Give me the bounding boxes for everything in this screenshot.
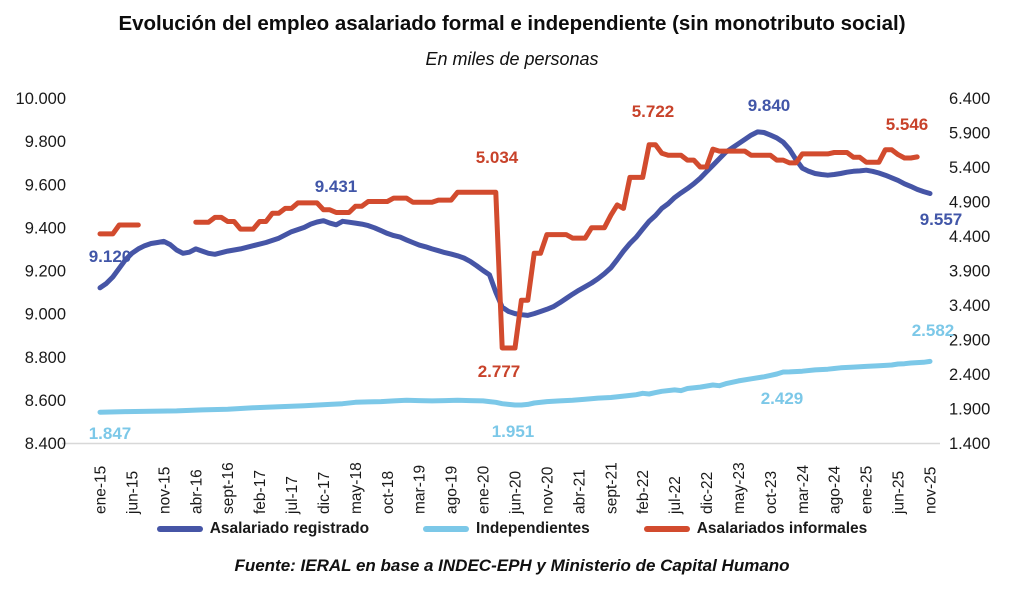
x-axis-label: ago-24: [827, 465, 844, 514]
data-label-1.951: 1.951: [492, 422, 535, 441]
y-axis-right-label: 1.900: [949, 401, 990, 419]
chart-legend: Asalariado registrado Independientes Asa…: [0, 520, 1024, 538]
legend-swatch-asalariado-registrado: [156, 526, 203, 532]
x-axis-label: dic-17: [316, 472, 333, 514]
data-label-5.546: 5.546: [886, 115, 929, 134]
data-label-2.777: 2.777: [478, 362, 521, 381]
y-axis-left-label: 9.000: [25, 306, 66, 324]
y-axis-right-label: 3.400: [949, 297, 990, 315]
y-axis-left-label: 10.000: [16, 90, 66, 108]
x-axis-label: mar-19: [412, 465, 429, 514]
y-axis-left-label: 9.200: [25, 263, 66, 281]
legend-label-asalariados-informales: Asalariados informales: [696, 520, 868, 537]
y-axis-right-label: 5.900: [949, 125, 990, 143]
y-axis-left-label: 8.600: [25, 392, 66, 410]
x-axis-label: nov-20: [539, 466, 556, 514]
series-line-asalariados-informales: [97, 222, 141, 237]
x-axis-label: feb-22: [635, 470, 652, 514]
chart-subtitle: En miles de personas: [425, 49, 599, 69]
y-axis-left-label: 9.400: [25, 219, 66, 237]
x-axis-label: nov-25: [923, 467, 940, 514]
y-axis-right-label: 2.400: [949, 366, 990, 384]
legend-item-independientes: Independientes: [423, 520, 590, 538]
x-axis-label: jun-20: [508, 471, 525, 515]
x-axis-label: mar-24: [795, 465, 812, 514]
series-line-asalariados-informales: [193, 142, 920, 351]
y-axis-left-label: 9.800: [25, 133, 66, 151]
x-axis-label: abr-16: [188, 469, 205, 514]
data-label-9.120: 9.120: [89, 247, 132, 266]
y-axis-right-label: 2.900: [949, 332, 990, 350]
x-axis-label: jun-15: [124, 471, 141, 515]
data-label-5.034: 5.034: [476, 148, 519, 167]
x-axis-label: ene-25: [859, 466, 876, 514]
data-label-1.847: 1.847: [89, 424, 132, 443]
x-axis-label: ene-20: [476, 465, 493, 514]
y-axis-right-label: 5.400: [949, 159, 990, 177]
x-axis-label: abr-21: [571, 469, 588, 514]
data-label-9.431: 9.431: [315, 177, 358, 196]
y-axis-right-label: 3.900: [949, 263, 990, 281]
x-axis-label: jul-17: [284, 476, 301, 515]
x-axis-label: dic-22: [699, 472, 716, 514]
x-axis-label: may-18: [348, 462, 365, 514]
data-label-9.557: 9.557: [920, 210, 963, 229]
data-label-9.840: 9.840: [748, 96, 791, 115]
x-axis-label: jul-22: [667, 476, 684, 515]
legend-label-independientes: Independientes: [476, 520, 590, 537]
series-line-independientes: [97, 358, 933, 415]
x-axis-label: ene-15: [93, 466, 110, 514]
source-note: Fuente: IERAL en base a INDEC-EPH y Mini…: [234, 556, 790, 575]
y-axis-left-label: 9.600: [25, 176, 66, 194]
y-axis-right-label: 6.400: [949, 90, 990, 108]
chart-title: Evolución del empleo asalariado formal e…: [118, 12, 906, 35]
x-axis-label: oct-23: [763, 471, 780, 514]
x-axis-label: ago-19: [444, 466, 461, 514]
legend-item-asalariados-informales: Asalariados informales: [643, 520, 868, 538]
y-axis-right-label: 1.400: [949, 435, 990, 453]
y-axis-left-label: 8.800: [25, 349, 66, 367]
x-axis-label: oct-18: [380, 471, 397, 514]
y-axis-right-label: 4.400: [949, 228, 990, 246]
x-axis-label: feb-17: [252, 470, 269, 514]
legend-swatch-independientes: [423, 526, 470, 532]
y-axis-right-label: 4.900: [949, 194, 990, 212]
x-axis-label: sept-21: [603, 462, 620, 514]
data-label-5.722: 5.722: [632, 102, 675, 121]
series-line-asalariado-registrado: [97, 129, 933, 318]
x-axis-label: may-23: [731, 462, 748, 514]
data-label-2.429: 2.429: [761, 389, 804, 408]
legend-label-asalariado-registrado: Asalariado registrado: [209, 520, 370, 537]
y-axis-left-label: 8.400: [25, 435, 66, 453]
x-axis-label: nov-15: [156, 467, 173, 514]
legend-item-asalariado-registrado: Asalariado registrado: [156, 520, 370, 538]
legend-swatch-asalariados-informales: [643, 526, 690, 532]
x-axis-label: jun-25: [891, 471, 908, 515]
data-label-2.582: 2.582: [912, 321, 955, 340]
x-axis-label: sept-16: [220, 462, 237, 514]
